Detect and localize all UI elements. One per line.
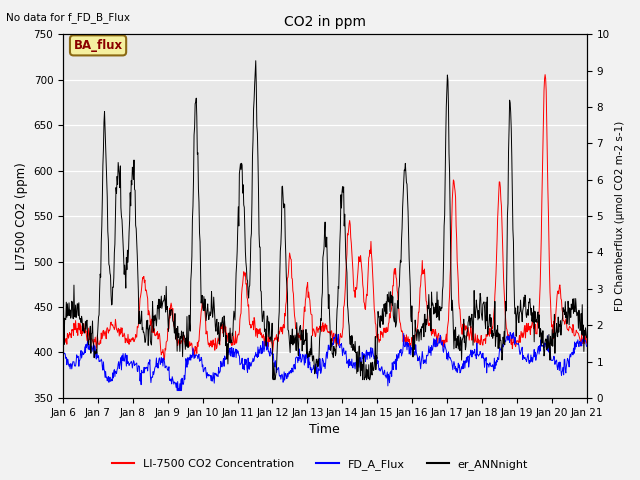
Y-axis label: FD Chamberflux (μmol CO2 m-2 s-1): FD Chamberflux (μmol CO2 m-2 s-1) [615,121,625,311]
Title: CO2 in ppm: CO2 in ppm [284,15,366,29]
Y-axis label: LI7500 CO2 (ppm): LI7500 CO2 (ppm) [15,162,28,270]
Legend: LI-7500 CO2 Concentration, FD_A_Flux, er_ANNnight: LI-7500 CO2 Concentration, FD_A_Flux, er… [108,455,532,474]
Text: BA_flux: BA_flux [74,39,123,52]
X-axis label: Time: Time [309,423,340,436]
Text: No data for f_FD_B_Flux: No data for f_FD_B_Flux [6,12,131,23]
